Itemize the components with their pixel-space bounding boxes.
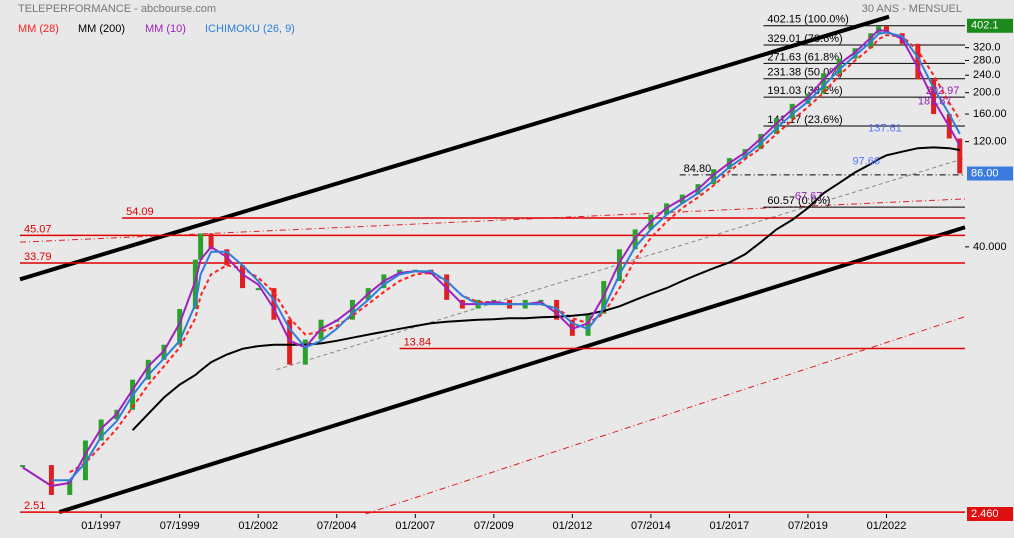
annotation: 202.97 <box>926 85 960 97</box>
candle <box>957 138 963 174</box>
level-label: 402.15 (100.0%) <box>767 14 848 26</box>
x-tick-label: 01/2002 <box>238 520 278 532</box>
level-label: 84.80 <box>684 163 712 175</box>
candle <box>287 319 293 365</box>
candle <box>208 233 214 250</box>
candle <box>915 43 921 80</box>
candle <box>82 440 88 481</box>
candle <box>198 233 204 260</box>
price-tag-label: 86.00 <box>971 167 999 179</box>
x-tick-label: 01/1997 <box>81 520 121 532</box>
price-tag-label: 2.460 <box>971 508 999 520</box>
candle <box>538 299 544 302</box>
annotation: 137.61 <box>868 122 902 134</box>
candle <box>67 480 73 495</box>
candle <box>491 299 497 302</box>
x-tick-label: 01/2012 <box>552 520 592 532</box>
candle <box>240 265 246 289</box>
candle <box>774 118 780 134</box>
legend-label: MM (28) <box>18 23 59 35</box>
candle <box>145 359 151 380</box>
legend-label: MM (10) <box>145 23 186 35</box>
level-label: 191.03 (38.2%) <box>767 85 842 97</box>
x-tick-label: 01/2017 <box>710 520 750 532</box>
legend-label: MM (200) <box>78 23 125 35</box>
level-label: 13.84 <box>404 336 432 348</box>
candle <box>883 26 889 34</box>
level-label: 2.51 <box>24 500 45 512</box>
price-tag <box>967 507 1013 521</box>
trendline <box>365 316 966 515</box>
x-tick-label: 07/2004 <box>317 520 357 532</box>
y-tick-label: 120.00 <box>973 136 1007 148</box>
trendline <box>58 225 966 514</box>
y-tick-label: 200.0 <box>973 87 1001 99</box>
level-label: 60.57 (0.0%) <box>767 195 830 207</box>
price-tag <box>967 18 1013 33</box>
level-label: 54.09 <box>126 206 154 218</box>
candle <box>177 309 183 345</box>
candle <box>836 58 842 74</box>
y-tick-label: 160.00 <box>973 108 1007 120</box>
level-label: 33.79 <box>24 251 52 263</box>
indicator-line <box>22 28 961 487</box>
candle <box>302 339 308 365</box>
price-tag-label: 402.1 <box>971 20 999 32</box>
candle <box>20 465 26 468</box>
y-tick-label: 280.0 <box>973 54 1001 66</box>
level-label: 271.63 (61.8%) <box>767 51 842 63</box>
candle <box>192 259 198 310</box>
y-tick-label: 40.000 <box>973 241 1007 253</box>
annotation: 181.87 <box>918 96 952 108</box>
level-label: 45.07 <box>24 223 52 235</box>
y-tick-label: 240.0 <box>973 69 1001 81</box>
candle <box>758 133 764 150</box>
chart-subtitle: 30 ANS - MENSUEL <box>862 3 962 15</box>
candle <box>271 288 277 320</box>
annotation: 67.67 <box>795 190 823 202</box>
x-tick-label: 07/2009 <box>474 520 514 532</box>
level-label: 329.01 (78.6%) <box>767 33 842 45</box>
chart-title: TELEPERFORMANCE - abcbourse.com <box>18 3 216 15</box>
candle <box>711 169 717 185</box>
x-tick-label: 01/2022 <box>867 520 907 532</box>
legend-label: ICHIMOKU (26, 9) <box>205 23 295 35</box>
candle <box>789 103 795 119</box>
x-tick-label: 07/2019 <box>788 520 828 532</box>
indicator-line <box>51 31 961 482</box>
price-tag <box>967 166 1013 181</box>
annotation: 97.66 <box>852 155 880 167</box>
candle <box>931 79 937 115</box>
candle <box>585 313 591 336</box>
candle <box>616 249 622 282</box>
indicator-line <box>131 146 960 431</box>
x-tick-label: 07/1999 <box>160 520 200 532</box>
y-tick-label: 320.0 <box>973 42 1001 54</box>
level-label: 141.17 (23.6%) <box>767 114 842 126</box>
candle <box>821 73 827 94</box>
candle <box>255 288 261 291</box>
x-tick-label: 07/2014 <box>631 520 671 532</box>
x-tick-label: 01/2007 <box>395 520 435 532</box>
